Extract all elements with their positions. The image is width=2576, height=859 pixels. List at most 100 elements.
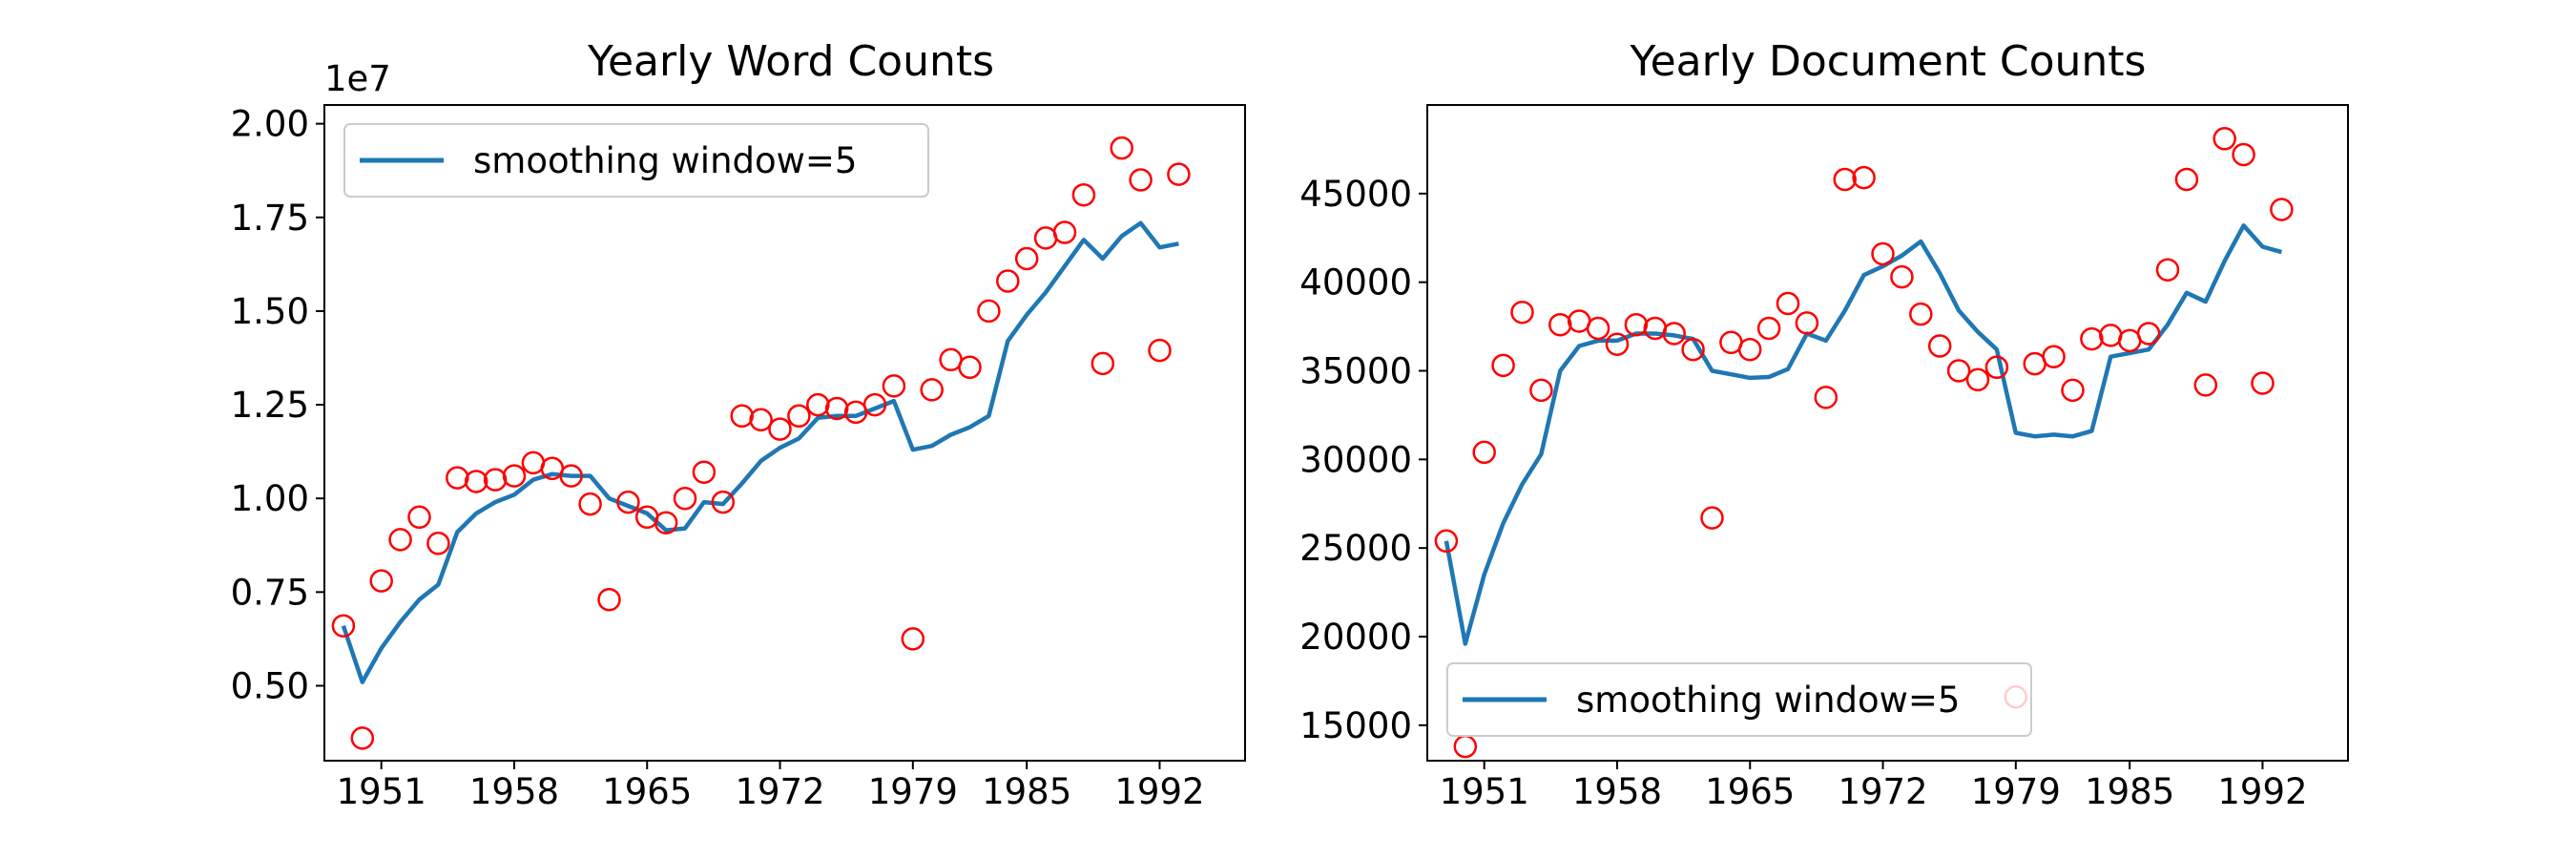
scatter-point: [920, 378, 944, 402]
scatter-point: [692, 460, 717, 484]
scatter-point: [711, 490, 736, 514]
scatter-point: [1700, 506, 1724, 530]
scatter-point: [1167, 162, 1191, 186]
scatter-point: [1737, 337, 1762, 362]
scatter-point: [2155, 258, 2180, 282]
x-tick-label: 1951: [1440, 771, 1529, 812]
scatter-point: [977, 299, 1001, 324]
scatter-point: [2136, 322, 2161, 346]
legend-label: smoothing window=5: [1576, 680, 1960, 721]
scatter-point: [597, 587, 621, 612]
word-counts-plot: Yearly Word Counts 1e7 1951 1958 1965 1972 1…: [231, 37, 1246, 812]
scatter-point: [1833, 167, 1857, 192]
y-tick-label: 1.00: [231, 478, 309, 519]
scatter-point: [1965, 367, 1990, 392]
scatter-point: [901, 627, 925, 651]
scatter-point: [2232, 142, 2255, 167]
scatter-point: [2174, 167, 2199, 192]
scatter-point: [388, 528, 412, 552]
word-counts-ticks: 1951 1958 1965 1972 1979 1985 1992 0.50 0.75 1.00…: [231, 104, 1205, 812]
x-tick-label: 1992: [1114, 771, 1204, 812]
y-tick-label: 45000: [1299, 174, 1412, 215]
scatter-point: [1510, 300, 1534, 325]
document-counts-legend: smoothing window=5: [1446, 662, 2032, 737]
scatter-point: [1110, 136, 1133, 160]
scatter-point: [2270, 198, 2294, 221]
scatter-point: [1548, 312, 1572, 337]
scatter-point: [882, 374, 906, 398]
scatter-point: [2042, 345, 2066, 368]
scatter-point: [1909, 302, 1933, 326]
scatter-point: [654, 511, 678, 534]
scatter-point: [1927, 334, 1952, 358]
scatter-point: [1814, 386, 1839, 409]
y-tick-label: 0.75: [231, 572, 309, 613]
scatter-point: [1071, 182, 1096, 207]
scatter-point: [464, 470, 488, 493]
document-counts-ticks: 1951 1958 1965 1972 1979 1985 1992 15000 20000 25…: [1299, 174, 2307, 812]
x-tick-label: 1958: [1572, 771, 1662, 812]
scatter-point: [1586, 316, 1610, 341]
x-tick-label: 1965: [1705, 771, 1795, 812]
scatter-point: [1852, 165, 1876, 190]
scatter-point: [2212, 127, 2236, 151]
y-tick-label: 30000: [1299, 439, 1412, 480]
y-tick-label: 1.25: [231, 385, 309, 426]
scatter-point: [1052, 220, 1077, 244]
scatter-point: [996, 269, 1020, 293]
scatter-point: [616, 490, 640, 514]
x-tick-label: 1972: [1838, 771, 1927, 812]
y-tick-label: 0.50: [231, 665, 309, 706]
scatter-point: [787, 404, 811, 429]
x-tick-label: 1985: [982, 771, 1071, 812]
scatter-point: [1681, 337, 1705, 362]
scatter-point: [1946, 359, 1971, 383]
word-counts-axes-frame: [323, 104, 1246, 762]
legend-label: smoothing window=5: [473, 140, 857, 181]
scatter-point: [446, 466, 469, 490]
scatter-point: [2193, 373, 2218, 397]
scatter-point: [483, 468, 508, 492]
scatter-point: [1129, 168, 1153, 192]
legend-box: [343, 123, 929, 198]
word-counts-legend: smoothing window=5: [343, 123, 929, 198]
y-tick-label: 35000: [1299, 351, 1412, 392]
scatter-point: [331, 614, 356, 638]
scatter-point: [559, 464, 583, 488]
scatter-point: [1795, 311, 1819, 335]
smoothed-series-line: [1444, 223, 2283, 646]
scatter-point: [426, 532, 450, 555]
scatter-point: [1148, 338, 1172, 363]
scatter-point: [2080, 326, 2104, 351]
scatter-point: [806, 392, 830, 417]
y-tick-label: 40000: [1299, 262, 1412, 304]
scatter-point: [1472, 440, 1496, 465]
scatter-point: [1984, 355, 2009, 380]
scatter-point: [1605, 332, 1630, 356]
scatter-point: [1091, 351, 1115, 376]
scatter-point: [1890, 264, 1914, 289]
scatter-point: [369, 569, 393, 593]
scatter-point: [958, 355, 982, 380]
x-tick-label: 1965: [602, 771, 692, 812]
y-tick-label: 2.00: [231, 104, 309, 145]
scatter-point: [2061, 378, 2085, 403]
scatter-point: [673, 486, 697, 511]
scatter-point: [1434, 529, 1459, 554]
scatter-point: [1776, 291, 1800, 316]
scatter-point: [1871, 241, 1895, 266]
scatter-point: [1491, 353, 1515, 378]
word-counts-title: Yearly Word Counts: [587, 37, 994, 86]
y-tick-label: 1.75: [231, 198, 309, 239]
smoothed-series-line: [341, 220, 1179, 684]
scatter-point: [1014, 246, 1039, 271]
scatter-point: [768, 417, 792, 441]
x-tick-label: 1951: [337, 771, 426, 812]
scatter-point: [578, 492, 602, 516]
x-tick-label: 1958: [469, 771, 559, 812]
document-counts-title: Yearly Document Counts: [1630, 37, 2147, 86]
scatter-point: [1529, 378, 1553, 403]
scatter-point: [824, 396, 849, 421]
scatter-point: [1756, 316, 1781, 341]
